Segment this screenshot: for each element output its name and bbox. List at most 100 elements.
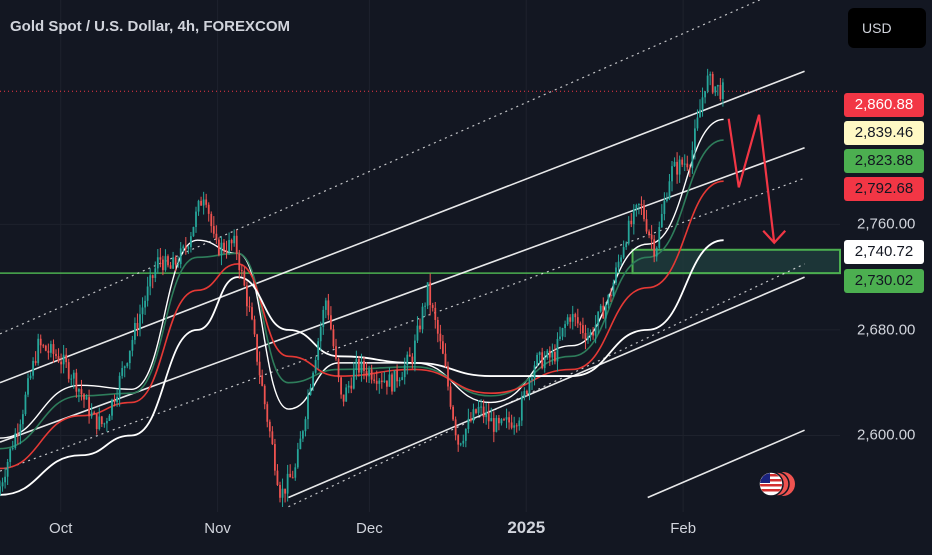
candle-body <box>284 488 286 494</box>
candle-body <box>564 324 566 329</box>
candle-body <box>622 247 625 258</box>
candle-body <box>398 379 401 382</box>
candle-body <box>50 344 52 353</box>
candle-body <box>60 361 62 365</box>
us-flag-icon[interactable] <box>757 468 795 500</box>
candle-body <box>172 257 174 269</box>
candle-body <box>268 421 271 432</box>
candle-body <box>1 482 4 487</box>
candle-body <box>632 209 635 225</box>
candle-body <box>559 336 561 339</box>
candle-body <box>378 380 381 384</box>
candle-body <box>327 300 330 316</box>
candle-body <box>531 378 533 381</box>
candle-body <box>526 390 528 394</box>
candle-body <box>704 91 706 98</box>
candle-body <box>401 377 404 380</box>
candle-body <box>106 421 108 424</box>
candle-body <box>75 372 78 392</box>
candle-body <box>536 354 538 366</box>
candle-body <box>184 246 187 249</box>
candle-body <box>261 375 264 386</box>
candle-body <box>518 420 521 427</box>
candle-body <box>192 226 195 237</box>
candle-body <box>286 473 289 494</box>
ema-slow-price-badge: 2,792.68 <box>844 177 924 201</box>
candle-body <box>218 239 220 255</box>
candle-body <box>352 369 355 389</box>
candle-body <box>159 257 162 260</box>
candle-body <box>691 150 694 168</box>
last-price-price-badge: 2,860.88 <box>844 93 924 117</box>
candle-body <box>167 256 169 266</box>
candle-body <box>431 305 434 308</box>
candle-body <box>19 424 22 435</box>
candle-body <box>256 334 258 362</box>
candle-body <box>307 394 309 420</box>
candle-body <box>714 86 717 93</box>
candle-body <box>6 461 9 477</box>
candle-body <box>156 257 159 269</box>
candle-body <box>44 345 47 351</box>
x-tick-label: 2025 <box>507 518 546 537</box>
candle-body <box>246 285 248 307</box>
candle-body <box>47 350 50 353</box>
candle-body <box>144 300 146 308</box>
x-tick-label: Oct <box>49 520 73 537</box>
candle-body <box>337 358 340 378</box>
candle-body <box>123 366 126 368</box>
candle-body <box>322 309 325 328</box>
candle-body <box>452 406 454 420</box>
candle-body <box>571 314 574 322</box>
candle-body <box>164 256 167 271</box>
ema-long-line <box>0 239 724 496</box>
candle-body <box>480 406 482 408</box>
candle-body <box>309 387 312 395</box>
candle-body <box>383 380 386 383</box>
candle-body <box>503 419 505 421</box>
candle-body <box>296 449 299 468</box>
candle-body <box>566 317 569 325</box>
candle-body <box>24 394 27 415</box>
candle-body <box>52 344 55 354</box>
candle-body <box>694 128 696 151</box>
candle-body <box>462 440 465 444</box>
candle-body <box>42 345 45 347</box>
candle-body <box>551 351 554 358</box>
candle-body <box>350 385 353 389</box>
candle-body <box>55 353 57 357</box>
candle-body <box>444 353 447 367</box>
candle-body <box>648 231 650 235</box>
candle-body <box>523 390 526 398</box>
candle-body <box>174 257 177 265</box>
candle-body <box>34 360 37 364</box>
candle-body <box>251 307 253 320</box>
candle-body <box>612 282 615 297</box>
candle-body <box>615 267 617 283</box>
channel-line <box>288 276 805 499</box>
currency-selector-button[interactable]: USD <box>848 8 926 48</box>
candle-body <box>627 220 630 244</box>
candle-body <box>121 367 124 376</box>
candle-body <box>210 213 213 227</box>
candle-body <box>635 204 638 210</box>
candle-body <box>136 322 139 330</box>
candle-body <box>533 365 536 379</box>
candle-body <box>149 275 152 287</box>
candle-body <box>22 414 24 425</box>
candle-body <box>340 377 342 395</box>
candle-body <box>88 397 90 417</box>
candle-body <box>215 233 218 240</box>
candle-body <box>279 484 281 498</box>
projection-arrow-head <box>762 230 787 245</box>
candle-body <box>108 415 111 422</box>
candle-body <box>70 378 73 380</box>
candle-body <box>490 418 493 422</box>
candle-body <box>29 375 32 379</box>
candle-body <box>302 431 304 439</box>
candle-body <box>495 417 498 432</box>
candle-body <box>27 378 29 395</box>
candle-body <box>225 250 228 253</box>
